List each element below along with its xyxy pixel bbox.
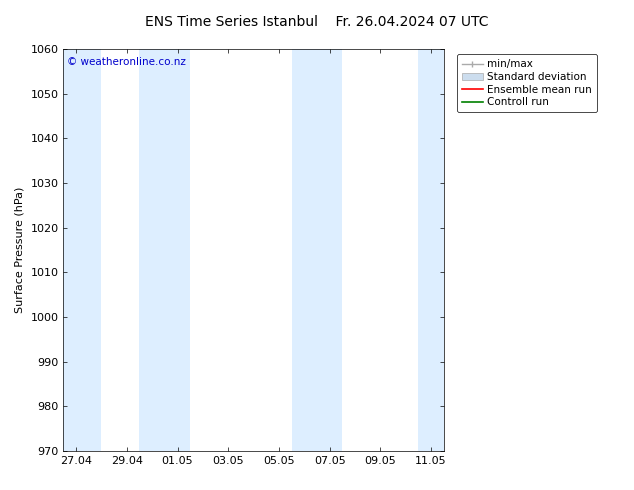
Bar	[139, 49, 190, 451]
Text: © weatheronline.co.nz: © weatheronline.co.nz	[67, 57, 186, 67]
Bar	[292, 49, 342, 451]
Y-axis label: Surface Pressure (hPa): Surface Pressure (hPa)	[15, 187, 25, 313]
Bar	[418, 49, 456, 451]
Legend: min/max, Standard deviation, Ensemble mean run, Controll run: min/max, Standard deviation, Ensemble me…	[456, 54, 597, 112]
Text: ENS Time Series Istanbul    Fr. 26.04.2024 07 UTC: ENS Time Series Istanbul Fr. 26.04.2024 …	[145, 15, 489, 29]
Bar	[63, 49, 101, 451]
